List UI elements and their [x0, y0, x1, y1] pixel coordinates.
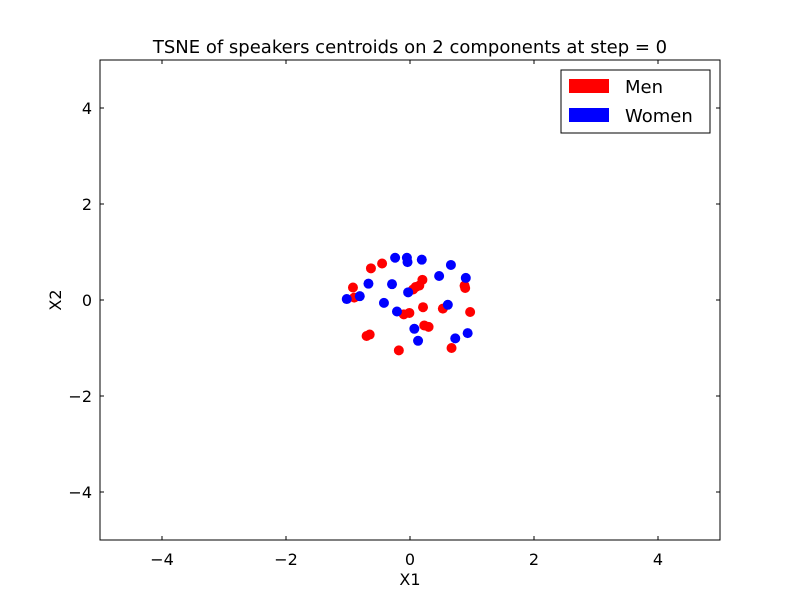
chart-title: TSNE of speakers centroids on 2 componen…	[152, 37, 667, 58]
point-men	[347, 282, 358, 293]
legend-swatch-men	[569, 79, 609, 93]
point-men	[365, 263, 376, 274]
point-men	[417, 274, 428, 285]
y-axis-label: X2	[46, 289, 65, 310]
point-women	[409, 323, 420, 334]
point-women	[402, 257, 413, 268]
x-tick-label: 0	[405, 550, 415, 569]
y-axis-ticks: −4 −2 0 2 4	[68, 99, 720, 502]
point-men	[423, 321, 434, 332]
point-women	[442, 299, 453, 310]
x-axis-ticks: −4 −2 0 2 4	[150, 60, 663, 569]
legend-swatch-women	[569, 108, 609, 122]
scatter-points	[341, 252, 476, 356]
x-tick-label: −4	[150, 550, 174, 569]
y-tick-label: 0	[82, 291, 92, 310]
plot-frame	[99, 59, 721, 541]
legend-label-men: Men	[625, 77, 663, 98]
legend-label-women: Women	[625, 106, 693, 127]
legend: Men Women	[560, 69, 711, 134]
point-women	[387, 279, 398, 290]
point-women	[450, 333, 461, 344]
point-women	[390, 252, 401, 263]
plot-area	[99, 59, 721, 541]
point-men	[465, 307, 476, 317]
point-women	[391, 306, 402, 317]
point-men	[377, 258, 388, 269]
y-tick-label: −2	[68, 387, 92, 406]
point-women	[354, 291, 365, 302]
point-women	[363, 278, 374, 289]
point-women	[460, 272, 471, 283]
point-men	[460, 283, 471, 293]
x-tick-label: 2	[529, 550, 539, 569]
point-women	[462, 328, 473, 339]
point-women	[341, 294, 352, 305]
y-tick-label: −4	[68, 483, 92, 502]
x-tick-label: 4	[653, 550, 663, 569]
point-men	[446, 343, 457, 353]
point-men	[364, 329, 375, 340]
x-tick-label: −2	[274, 550, 298, 569]
y-tick-label: 2	[82, 195, 92, 214]
point-men	[393, 345, 404, 356]
point-men	[418, 302, 429, 313]
x-axis-label: X1	[399, 570, 420, 589]
point-women	[413, 335, 424, 346]
point-women	[378, 297, 389, 308]
legend-frame	[560, 69, 711, 134]
y-tick-label: 4	[82, 99, 92, 118]
point-women	[403, 287, 414, 298]
point-women	[445, 259, 456, 270]
point-women	[416, 254, 427, 265]
point-women	[434, 271, 445, 281]
point-men	[404, 307, 415, 318]
